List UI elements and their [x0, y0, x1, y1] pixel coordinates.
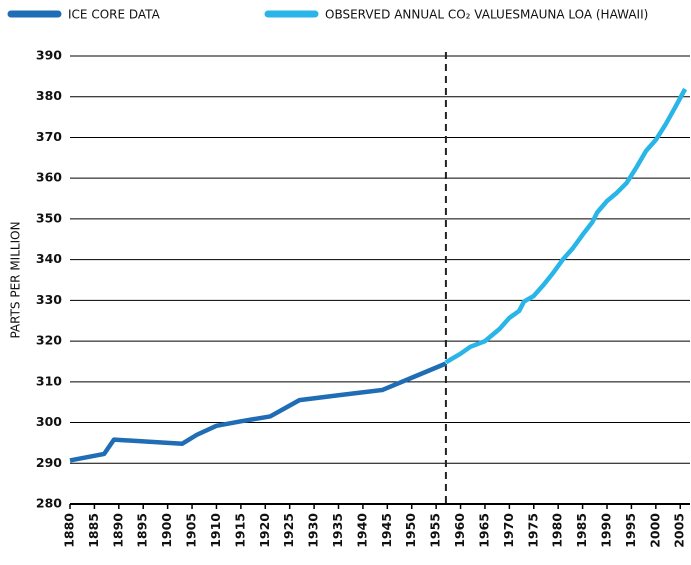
x-tick-label: 1925	[281, 513, 296, 548]
x-tick-label: 1990	[599, 513, 614, 548]
x-tick-label: 2000	[647, 513, 662, 548]
x-tick-label: 1880	[62, 513, 77, 548]
y-tick-label: 300	[36, 414, 62, 429]
y-tick-label: 350	[36, 210, 62, 225]
y-tick-label: 290	[36, 455, 62, 470]
y-tick-label: 360	[36, 170, 62, 185]
x-tick-label: 1965	[476, 513, 491, 548]
x-tick-label: 1930	[306, 513, 321, 548]
y-tick-label: 390	[36, 48, 62, 63]
y-tick-label: 380	[36, 88, 62, 103]
line-series	[69, 361, 447, 463]
x-tick-label: 1900	[159, 513, 174, 548]
x-tick-label: 1940	[354, 513, 369, 548]
x-tick-label: 1885	[86, 513, 101, 548]
x-tick-label: 1915	[232, 513, 247, 548]
y-tick-label: 370	[36, 129, 62, 144]
x-tick-label: 1980	[550, 513, 565, 548]
x-tick-label: 1985	[574, 513, 589, 548]
y-tick-label: 280	[36, 496, 62, 511]
legend-label: OBSERVED ANNUAL CO₂ VALUESMAUNA LOA (HAW…	[325, 8, 648, 22]
line-series	[444, 87, 688, 365]
x-tick-label: 1955	[428, 513, 443, 548]
x-tick-label: 1895	[135, 513, 150, 548]
legend-label: ICE CORE DATA	[68, 8, 161, 22]
x-tick-label: 1910	[208, 513, 223, 548]
y-tick-label: 330	[36, 292, 62, 307]
x-tick-label: 1950	[403, 513, 418, 548]
y-tick-label: 340	[36, 251, 62, 266]
x-tick-label: 1920	[257, 513, 272, 548]
x-tick-label: 1970	[501, 513, 516, 548]
y-axis-label: PARTS PER MILLION	[9, 221, 23, 338]
x-tick-label: 1945	[379, 513, 394, 548]
x-tick-label: 1905	[184, 513, 199, 548]
x-tick-label: 1960	[452, 513, 467, 548]
x-tick-label: 1890	[110, 513, 125, 548]
x-tick-label: 1975	[525, 513, 540, 548]
x-tick-label: 1935	[330, 513, 345, 548]
y-tick-label: 310	[36, 373, 62, 388]
y-tick-label: 320	[36, 333, 62, 348]
x-tick-label: 1995	[623, 513, 638, 548]
x-tick-label: 2005	[672, 513, 687, 548]
